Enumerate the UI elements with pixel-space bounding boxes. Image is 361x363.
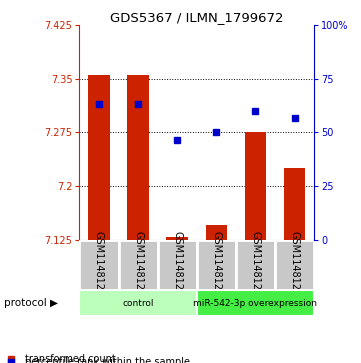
Text: control: control bbox=[122, 299, 154, 307]
Text: GSM1148126: GSM1148126 bbox=[290, 231, 300, 297]
Title: GDS5367 / ILMN_1799672: GDS5367 / ILMN_1799672 bbox=[110, 11, 283, 24]
Bar bbox=[275, 240, 314, 290]
Text: GSM1148121: GSM1148121 bbox=[94, 231, 104, 297]
Text: GSM1148123: GSM1148123 bbox=[133, 231, 143, 297]
Bar bbox=[118, 240, 158, 290]
Bar bbox=[197, 240, 236, 290]
Bar bbox=[284, 168, 305, 240]
Bar bbox=[197, 290, 314, 316]
Text: GSM1148122: GSM1148122 bbox=[211, 231, 221, 297]
Bar bbox=[88, 76, 110, 240]
Bar bbox=[236, 240, 275, 290]
Bar bbox=[205, 225, 227, 240]
Text: GSM1148124: GSM1148124 bbox=[251, 231, 260, 297]
Bar bbox=[127, 76, 149, 240]
Bar bbox=[245, 132, 266, 240]
Text: miR-542-3p overexpression: miR-542-3p overexpression bbox=[193, 299, 317, 307]
Bar bbox=[158, 240, 197, 290]
Text: transformed count: transformed count bbox=[25, 354, 116, 363]
Text: protocol ▶: protocol ▶ bbox=[4, 298, 58, 308]
Bar bbox=[79, 240, 118, 290]
Text: GSM1148125: GSM1148125 bbox=[172, 231, 182, 297]
Bar bbox=[79, 290, 197, 316]
Bar bbox=[166, 237, 188, 240]
Text: percentile rank within the sample: percentile rank within the sample bbox=[25, 357, 190, 363]
